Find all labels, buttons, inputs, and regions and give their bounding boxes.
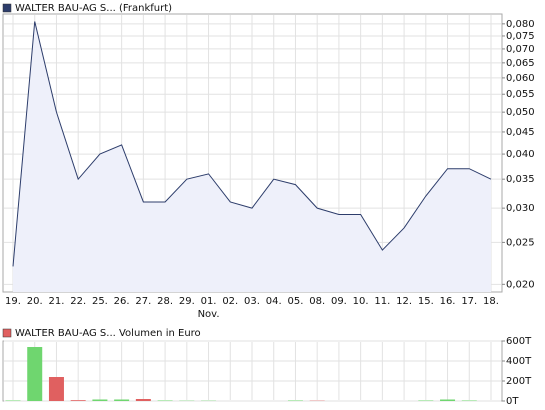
volume-bar (157, 400, 173, 401)
x-tick-label: 03. (244, 296, 260, 307)
x-tick-label: 16. (440, 296, 456, 307)
volume-bar (461, 400, 477, 401)
x-annotation: Nov. (198, 309, 220, 320)
x-tick-label: 19. (5, 296, 21, 307)
y-tick-label: 0,070 (506, 44, 535, 55)
y-tick-label: 0,025 (506, 237, 535, 248)
x-tick-label: 28. (157, 296, 173, 307)
x-tick-label: 09. (331, 296, 347, 307)
volume-legend: WALTER BAU-AG S... Volumen in Euro (15, 328, 201, 339)
x-tick-label: 15. (418, 296, 434, 307)
y-tick-label: 0,045 (506, 127, 535, 138)
x-tick-label: 21. (49, 296, 65, 307)
x-tick-label: 05. (288, 296, 304, 307)
volume-bar (5, 400, 21, 401)
x-tick-label: 29. (179, 296, 195, 307)
x-tick-label: 04. (266, 296, 282, 307)
volume-bar (92, 399, 108, 401)
y-tick-label: 0,060 (506, 73, 535, 84)
x-tick-label: 12. (396, 296, 412, 307)
volume-bar (27, 347, 43, 401)
x-tick-label: 17. (461, 296, 477, 307)
x-tick-label: 01. (201, 296, 217, 307)
volume-bar (48, 377, 64, 401)
price-legend: WALTER BAU-AG S... (Frankfurt) (15, 3, 172, 14)
x-tick-label: 18. (483, 296, 499, 307)
y-tick-label: 0,035 (506, 174, 535, 185)
y-tick-label: 200T (506, 376, 532, 387)
y-tick-label: 0,030 (506, 203, 535, 214)
y-tick-label: 0,055 (506, 89, 535, 100)
volume-bar (114, 399, 130, 401)
y-tick-label: 0,065 (506, 58, 535, 69)
y-tick-label: 0,075 (506, 31, 535, 42)
x-tick-label: 20. (27, 296, 43, 307)
x-tick-label: 26. (114, 296, 130, 307)
y-tick-label: 0T (506, 396, 519, 407)
x-tick-label: 02. (222, 296, 238, 307)
volume-bar (70, 400, 86, 401)
x-tick-label: 22. (70, 296, 86, 307)
y-tick-label: 0,050 (506, 107, 535, 118)
x-tick-label: 27. (135, 296, 151, 307)
volume-bar (418, 400, 434, 401)
volume-bar (287, 400, 303, 401)
y-tick-label: 0,040 (506, 149, 535, 160)
area-fill (13, 21, 491, 293)
x-tick-label: 08. (309, 296, 325, 307)
volume-bar (135, 399, 151, 401)
y-tick-label: 0,020 (506, 279, 535, 290)
x-tick-label: 25. (92, 296, 108, 307)
price-line (12, 21, 492, 267)
volume-bar (440, 399, 456, 401)
x-tick-label: 10. (353, 296, 369, 307)
y-tick-label: 600T (506, 336, 532, 347)
y-tick-label: 400T (506, 356, 532, 367)
legend-swatch (2, 3, 12, 13)
x-tick-label: 11. (374, 296, 390, 307)
legend-swatch (2, 328, 12, 338)
y-tick-label: 0,080 (506, 19, 535, 30)
